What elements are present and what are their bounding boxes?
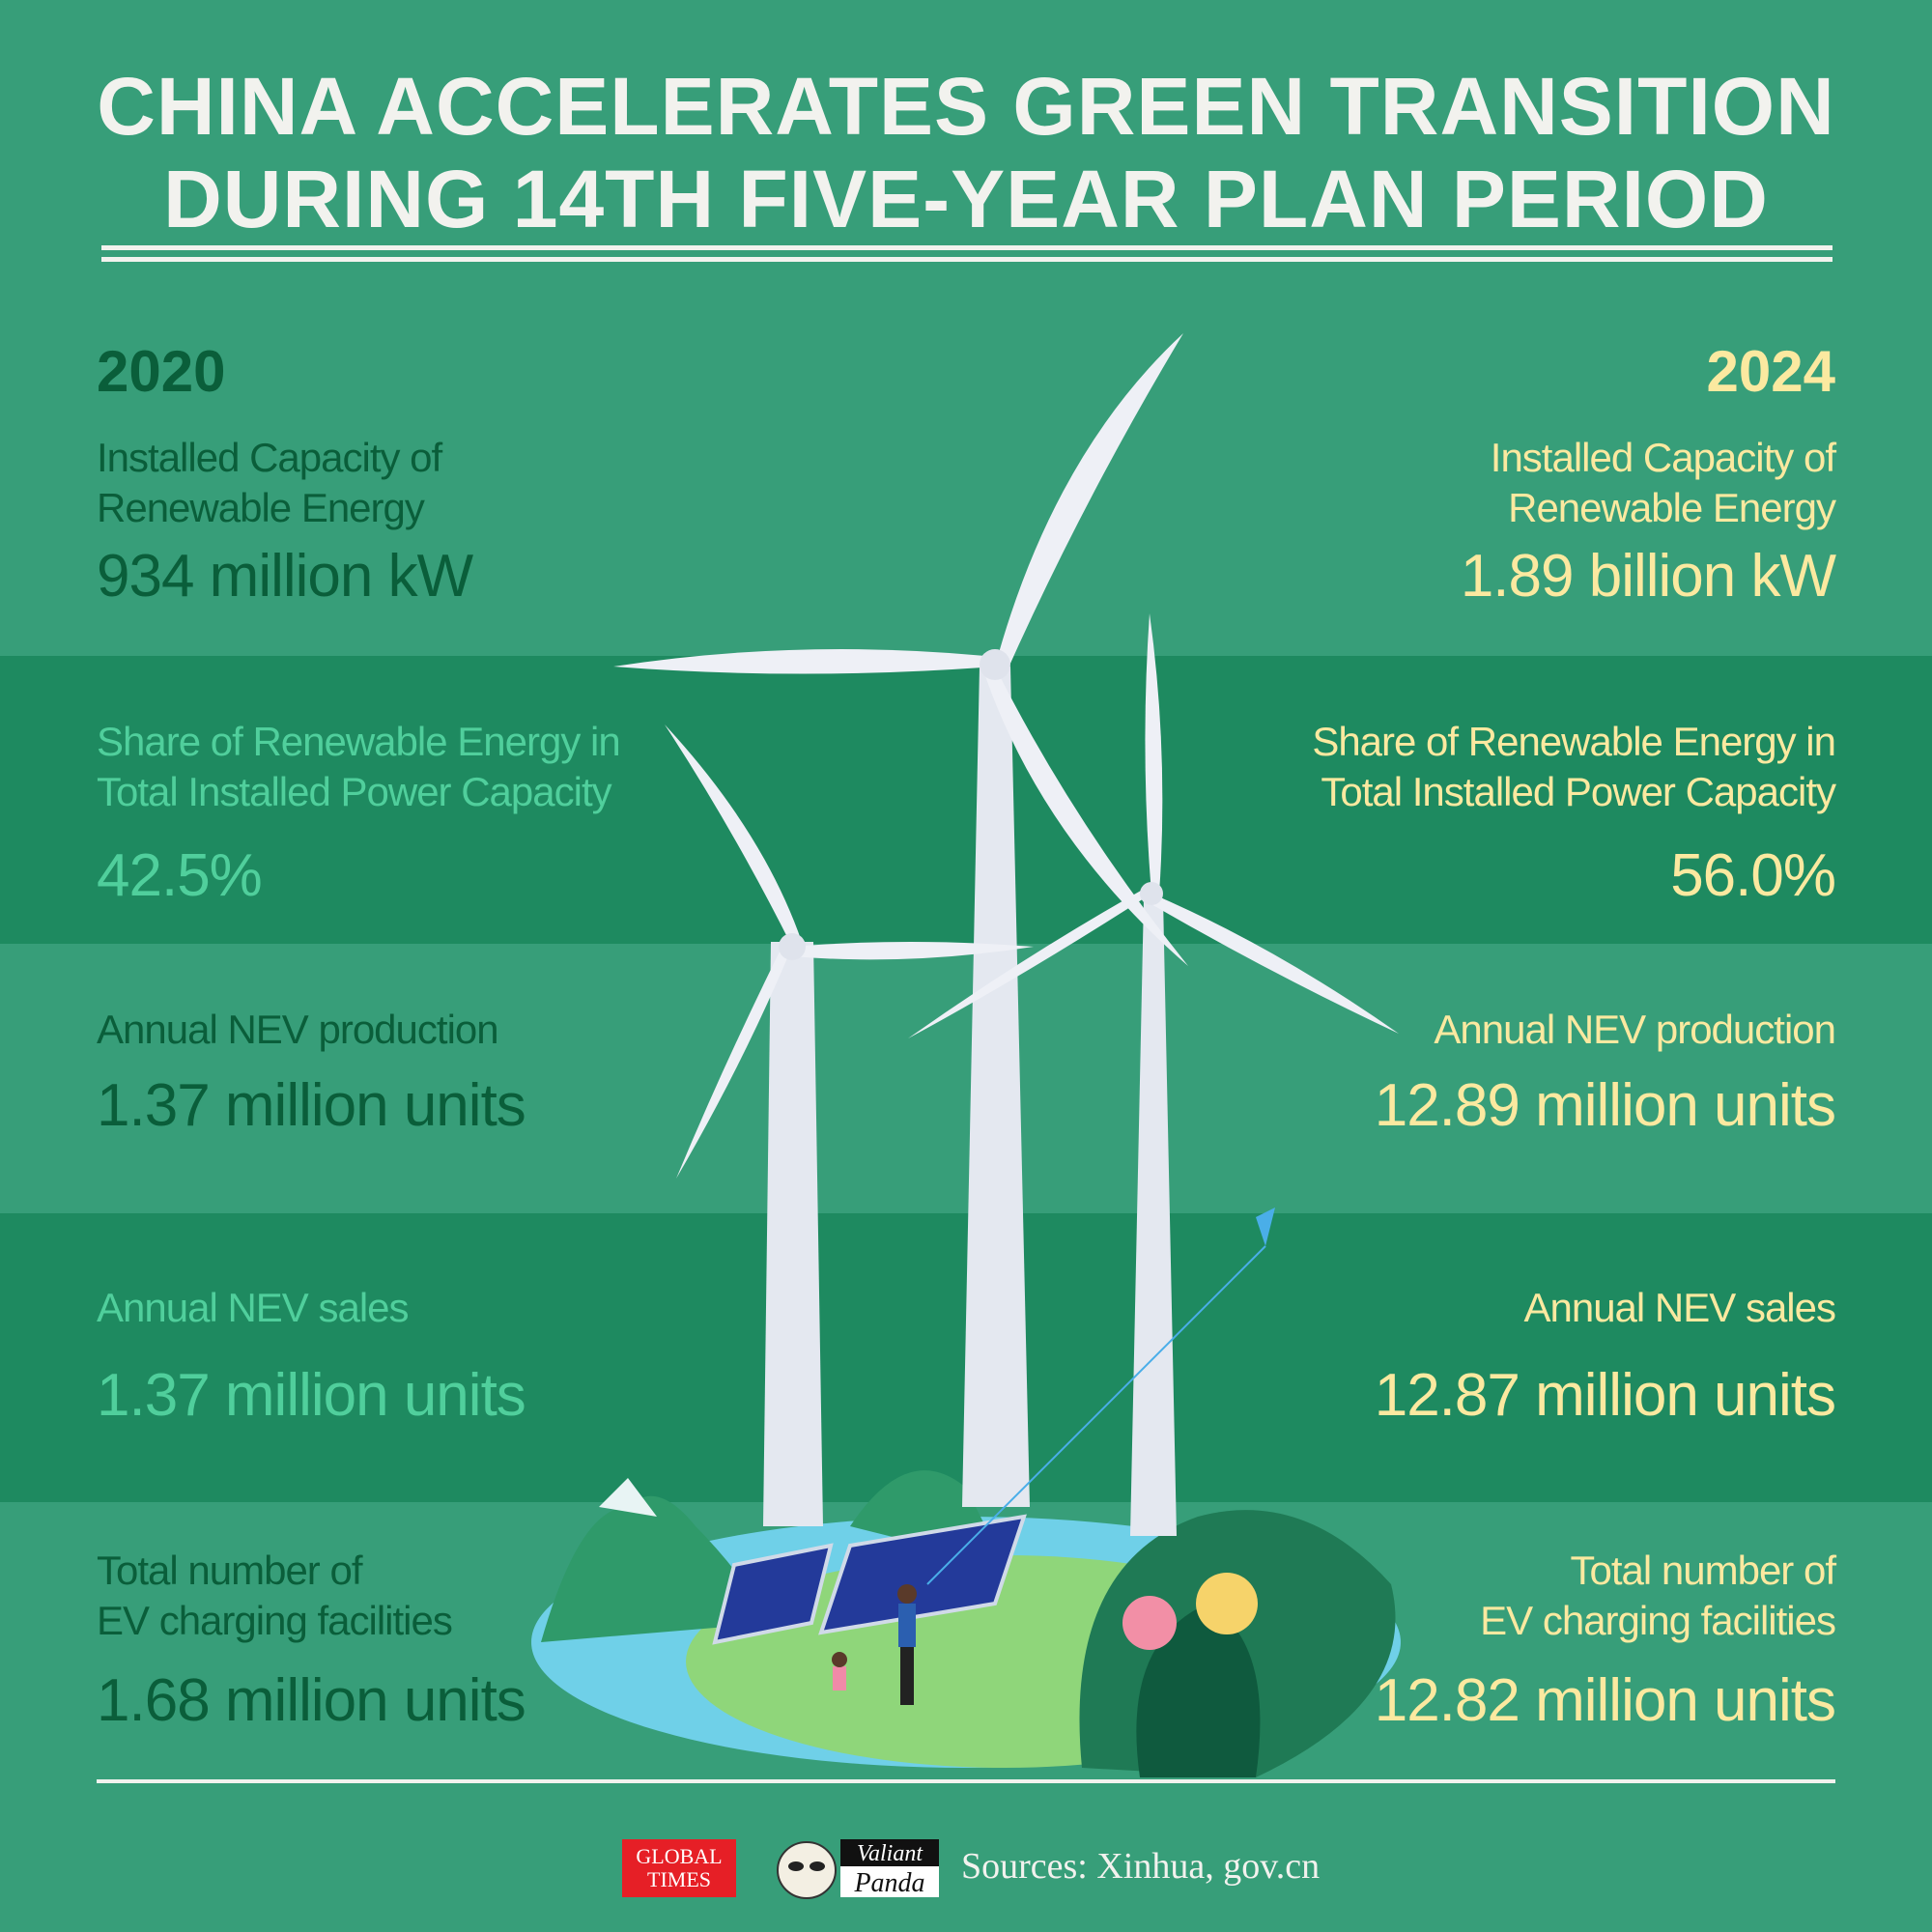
year-2024: 2024 [1706, 339, 1835, 404]
footer-divider [97, 1779, 1835, 1783]
footer: GLOBAL TIMES Valiant Panda Sources: Xinhu… [0, 1835, 1932, 1903]
year-2020: 2020 [97, 339, 226, 404]
label-renewable-capacity-2024: Installed Capacity of Renewable Energy [1490, 435, 1836, 530]
page-title: CHINA ACCELERATES GREEN TRANSITION DURIN… [97, 61, 1835, 244]
value-renewable-capacity-2020: 934 million kW [97, 543, 473, 610]
global-times-logo: GLOBAL TIMES [622, 1839, 736, 1897]
band-row-2 [0, 656, 1932, 944]
label-renewable-capacity-2020: Installed Capacity of Renewable Energy [97, 435, 442, 530]
value-nev-sales-2024: 12.87 million units [1374, 1362, 1836, 1429]
svg-text:Valiant: Valiant [857, 1841, 923, 1866]
title-divider-top [101, 245, 1833, 250]
value-nev-sales-2020: 1.37 million units [97, 1362, 526, 1429]
label-nev-sales-2020: Annual NEV sales [97, 1285, 410, 1330]
label-charging-facilities-2020: Total number of EV charging facilities [97, 1548, 453, 1643]
value-nev-production-2020: 1.37 million units [97, 1072, 526, 1139]
value-renewable-capacity-2024: 1.89 billion kW [1460, 543, 1836, 610]
value-charging-facilities-2024: 12.82 million units [1374, 1667, 1836, 1734]
value-nev-production-2024: 12.89 million units [1374, 1072, 1836, 1139]
label-nev-production-2024: Annual NEV production [1434, 1007, 1836, 1052]
label-nev-production-2020: Annual NEV production [97, 1007, 499, 1052]
sources-text: Sources: Xinhua, gov.cn [961, 1846, 1321, 1887]
label-nev-sales-2024: Annual NEV sales [1523, 1285, 1836, 1330]
value-charging-facilities-2020: 1.68 million units [97, 1667, 526, 1734]
title-divider-bottom [101, 257, 1833, 262]
valiant-panda-logo: Valiant Panda [777, 1839, 939, 1899]
label-renewable-share-2020: Share of Renewable Energy in Total Instal… [97, 719, 621, 814]
value-renewable-share-2020: 42.5% [97, 842, 263, 909]
label-charging-facilities-2024: Total number of EV charging facilities [1480, 1548, 1836, 1643]
label-renewable-share-2024: Share of Renewable Energy in Total Instal… [1312, 719, 1836, 814]
svg-text:Panda: Panda [853, 1868, 924, 1898]
wind-turbine-illustration [531, 333, 1401, 1777]
value-renewable-share-2024: 56.0% [1670, 842, 1836, 909]
